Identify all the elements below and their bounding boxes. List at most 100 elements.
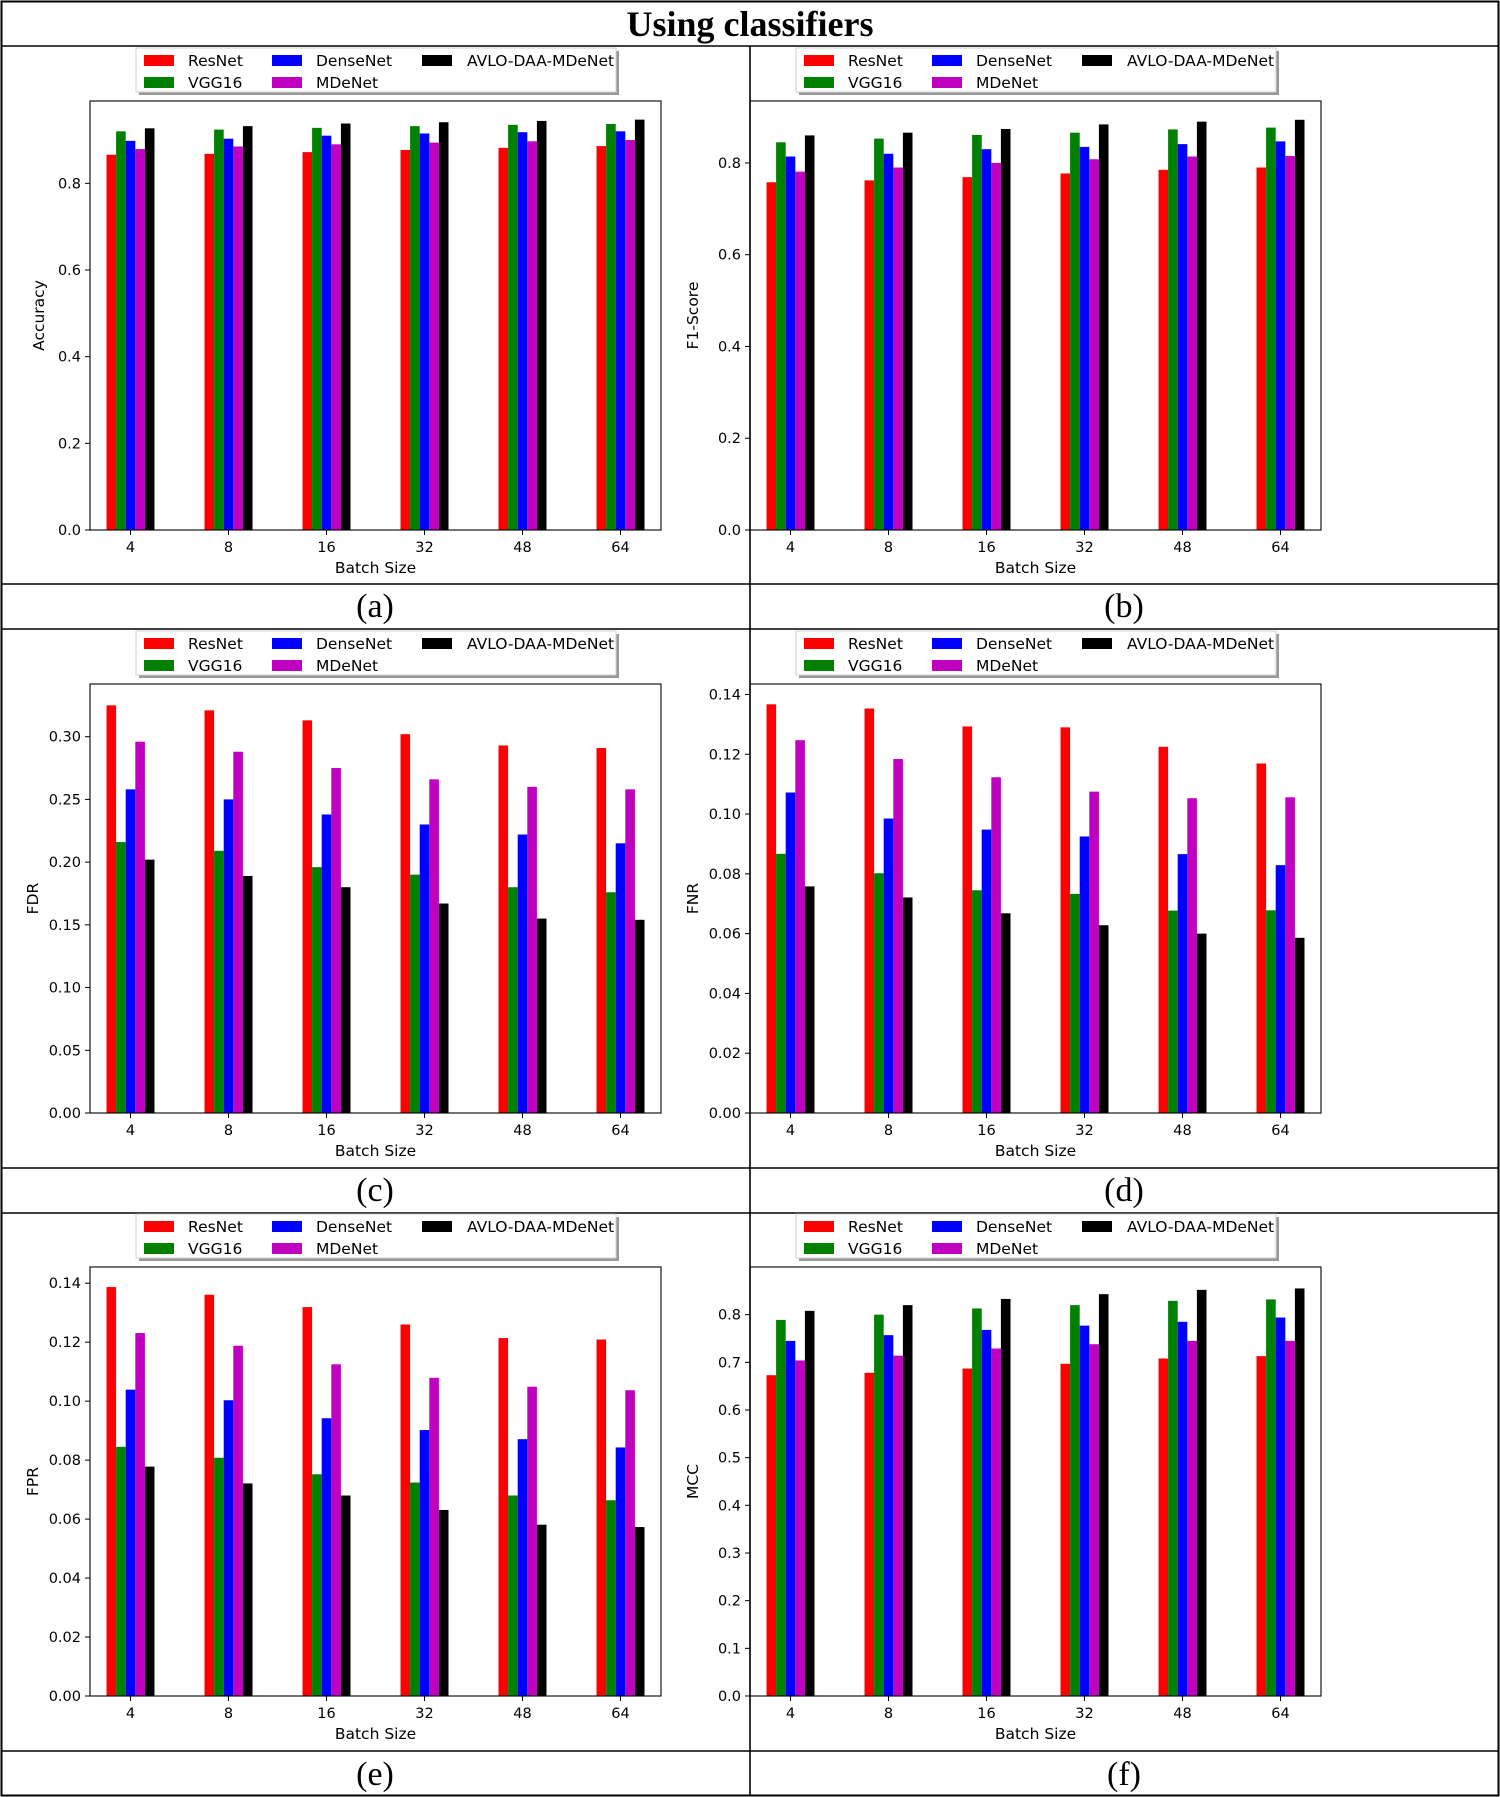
- legend-label: MDeNet: [976, 657, 1038, 675]
- legend-label: AVLO-DAA-MDeNet: [467, 1218, 614, 1236]
- x-tick-label: 32: [1075, 540, 1093, 556]
- bar-vgg16-32: [410, 126, 420, 530]
- chart-panel-e: 0.000.020.040.060.080.100.120.144 8 16 32 48…: [24, 1213, 662, 1793]
- bar-densenet-48: [1177, 854, 1188, 1113]
- plot-area: [749, 1266, 1322, 1697]
- legend-label: VGG16: [188, 657, 242, 675]
- legend-label: VGG16: [848, 657, 902, 675]
- bar-avlo-daa-mdenet-16: [340, 1495, 351, 1696]
- y-tick-label: 0.00: [49, 1106, 81, 1122]
- panel-caption: (f): [1107, 1756, 1141, 1793]
- bar-avlo-daa-mdenet-64: [634, 1527, 645, 1696]
- bar-mdenet-16: [331, 144, 341, 530]
- y-tick-label: 0.2: [718, 431, 741, 447]
- legend-swatch: [144, 1243, 174, 1254]
- x-axis-label: Batch Size: [995, 559, 1076, 577]
- bar-vgg16-16: [972, 890, 982, 1113]
- bar-mdenet-32: [429, 779, 439, 1113]
- bar-mdenet-32: [1089, 1344, 1099, 1696]
- legend-label: DenseNet: [316, 635, 392, 653]
- legend-label: ResNet: [188, 1218, 243, 1236]
- plot-area: [89, 683, 662, 1114]
- legend-label: VGG16: [188, 74, 242, 92]
- bar-avlo-daa-mdenet-16: [1000, 913, 1011, 1113]
- bar-vgg16-8: [214, 850, 224, 1113]
- bar-mdenet-32: [429, 1377, 439, 1696]
- legend-swatch: [144, 638, 174, 649]
- bar-resnet-48: [1158, 746, 1169, 1113]
- x-tick-label: 64: [1271, 540, 1289, 556]
- y-axis-label: FNR: [684, 883, 702, 915]
- legend-swatch: [932, 1243, 962, 1254]
- bar-resnet-48: [1158, 1358, 1169, 1696]
- bar-avlo-daa-mdenet-64: [634, 119, 645, 530]
- bar-densenet-4: [785, 792, 796, 1113]
- bar-resnet-16: [302, 1307, 313, 1696]
- bar-resnet-4: [766, 704, 777, 1113]
- bar-vgg16-48: [508, 124, 518, 530]
- bar-densenet-16: [981, 1329, 992, 1696]
- bar-vgg16-64: [606, 892, 616, 1113]
- bar-avlo-daa-mdenet-8: [242, 875, 253, 1113]
- bar-densenet-8: [223, 138, 234, 530]
- bar-avlo-daa-mdenet-8: [902, 1305, 913, 1696]
- y-tick-label: 0.04: [49, 1571, 81, 1587]
- bar-mdenet-4: [135, 741, 145, 1113]
- bar-densenet-4: [785, 156, 796, 530]
- panel-caption: (a): [356, 588, 394, 625]
- bar-resnet-8: [204, 1294, 215, 1696]
- bar-avlo-daa-mdenet-64: [634, 919, 645, 1113]
- legend-swatch: [804, 77, 834, 88]
- y-tick-label: 0.06: [709, 927, 741, 943]
- bar-resnet-8: [864, 1372, 875, 1696]
- x-tick-label: 4: [786, 1123, 795, 1139]
- bar-densenet-8: [223, 1400, 234, 1696]
- bar-densenet-32: [1079, 1325, 1090, 1696]
- bar-vgg16-64: [1266, 127, 1276, 531]
- legend-label: ResNet: [188, 52, 243, 70]
- bar-mdenet-48: [527, 786, 537, 1113]
- bar-avlo-daa-mdenet-16: [1000, 1298, 1011, 1696]
- bar-mdenet-16: [991, 162, 1001, 530]
- y-tick-label: 0.0: [718, 1689, 741, 1705]
- x-tick-label: 4: [126, 540, 135, 556]
- bar-vgg16-16: [312, 127, 322, 531]
- legend-swatch: [804, 55, 834, 66]
- x-tick-label: 48: [1173, 1123, 1191, 1139]
- y-tick-label: 0.2: [718, 1594, 741, 1610]
- bar-avlo-daa-mdenet-4: [804, 1310, 815, 1696]
- bar-densenet-16: [981, 149, 992, 530]
- bar-vgg16-48: [1168, 129, 1178, 530]
- bar-mdenet-64: [625, 789, 635, 1113]
- bar-mdenet-4: [795, 1360, 805, 1696]
- x-tick-label: 8: [224, 1706, 233, 1722]
- y-tick-label: 0.20: [49, 855, 81, 871]
- bar-avlo-daa-mdenet-32: [438, 122, 449, 530]
- x-axis-label: Batch Size: [335, 1725, 416, 1743]
- bar-densenet-16: [321, 135, 332, 531]
- y-axis-label: FPR: [24, 1467, 42, 1496]
- bar-vgg16-48: [1168, 1300, 1178, 1696]
- y-axis-label: Accuracy: [30, 280, 48, 351]
- x-tick-label: 8: [884, 1123, 893, 1139]
- chart-panel-d: 0.000.020.040.060.080.100.120.144 8 16 32 48…: [684, 630, 1322, 1209]
- legend-label: ResNet: [848, 1218, 903, 1236]
- bar-resnet-8: [204, 710, 215, 1113]
- legend: [795, 630, 1277, 676]
- bar-avlo-daa-mdenet-48: [536, 1524, 547, 1696]
- x-tick-label: 16: [977, 1706, 995, 1722]
- y-tick-label: 0.08: [709, 867, 741, 883]
- x-tick-label: 32: [1075, 1123, 1093, 1139]
- legend-swatch: [272, 1221, 302, 1232]
- bar-vgg16-32: [1070, 1305, 1080, 1696]
- legend-swatch: [932, 55, 962, 66]
- x-tick-label: 16: [977, 540, 995, 556]
- x-axis-label: Batch Size: [335, 1142, 416, 1160]
- bar-avlo-daa-mdenet-4: [144, 859, 155, 1113]
- bar-avlo-daa-mdenet-48: [1196, 933, 1207, 1113]
- y-tick-label: 0.05: [49, 1043, 81, 1059]
- legend-label: MDeNet: [316, 1240, 378, 1258]
